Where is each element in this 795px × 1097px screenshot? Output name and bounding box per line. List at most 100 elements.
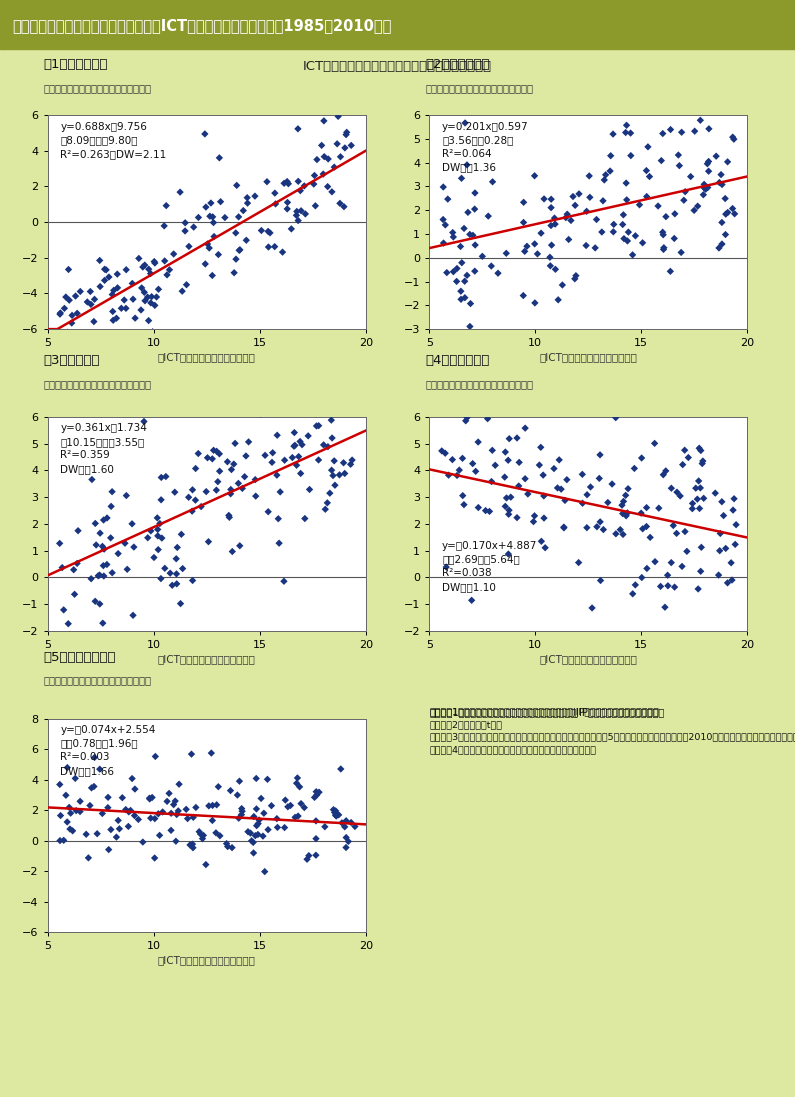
Point [200,199,212,216]
Point [155,491,168,509]
Point [153,514,166,532]
Point [118,291,130,308]
Text: （4）定型手仕事: （4）定型手仕事 [425,354,490,367]
Point [692,472,705,489]
Point [138,283,151,301]
Point [249,188,262,205]
Point [258,397,270,415]
Point [580,519,593,536]
Point [703,120,716,137]
Point [235,800,248,817]
Point [644,529,657,546]
Point [302,847,315,864]
Point [53,534,66,552]
Point [99,272,111,290]
Point [74,792,87,810]
Point [271,427,284,444]
Point [258,863,271,881]
Point [447,263,460,281]
Point [460,407,473,425]
Point [440,558,452,576]
Point [187,839,200,857]
Point [568,270,581,287]
Point [684,168,697,185]
Point [72,522,84,540]
Point [298,799,311,816]
Point [183,238,196,256]
Point [176,282,188,299]
Point [657,226,669,244]
Point [715,166,727,183]
Point [94,278,107,295]
Point [576,495,589,512]
Point [660,208,673,226]
Point [250,817,263,835]
Text: y=0.688x－9.756
（8.09）（－9.80）
R²=0.263　DW=2.11: y=0.688x－9.756 （8.09）（－9.80） R²=0.263 DW… [60,122,167,159]
Point [213,149,226,167]
Point [126,770,138,788]
Point [289,437,301,454]
Point [106,564,118,581]
Point [170,805,183,823]
Point [126,291,139,308]
Point [122,803,135,821]
Point [726,200,739,217]
Point [586,599,599,617]
Point [325,462,338,479]
Point [203,798,215,815]
Point [614,521,626,539]
Point [602,494,615,511]
Point [518,470,531,487]
Point [486,442,498,460]
Point [333,466,346,484]
Point [640,518,653,535]
Point [340,124,353,142]
Point [513,453,525,471]
Point [270,195,282,213]
Point [299,205,312,223]
Point [640,188,653,205]
Point [677,192,690,210]
Point [721,154,734,171]
Point [121,561,134,578]
Point [655,151,668,169]
Point [138,257,151,274]
Point [262,502,274,520]
Point [122,817,134,835]
Point [207,228,220,246]
Point [152,805,165,823]
Point [688,123,701,140]
Point [510,429,523,446]
Point [221,453,234,471]
Point [316,137,328,155]
Point [619,124,632,142]
Point [485,473,498,490]
Point [212,778,225,795]
Point [607,223,619,240]
Point [210,442,223,460]
Point [339,818,351,836]
Point [701,155,714,172]
Point [129,780,142,798]
Point [437,235,450,252]
Point [245,832,258,849]
Point [237,403,250,420]
Point [224,480,237,498]
Text: （各業務従事者のシェア（％）の対数）: （各業務従事者のシェア（％）の対数） [425,83,533,93]
Point [261,173,273,191]
Point [146,323,159,340]
Point [285,220,297,238]
Point [702,152,715,170]
Point [437,178,450,195]
Point [710,147,723,165]
Point [626,585,639,602]
Point [459,272,471,290]
Point [500,245,513,262]
Point [609,409,622,427]
Point [251,826,264,844]
Point [502,545,514,563]
Point [266,453,278,471]
Point [498,468,511,486]
Point [53,305,66,323]
Point [560,471,573,488]
